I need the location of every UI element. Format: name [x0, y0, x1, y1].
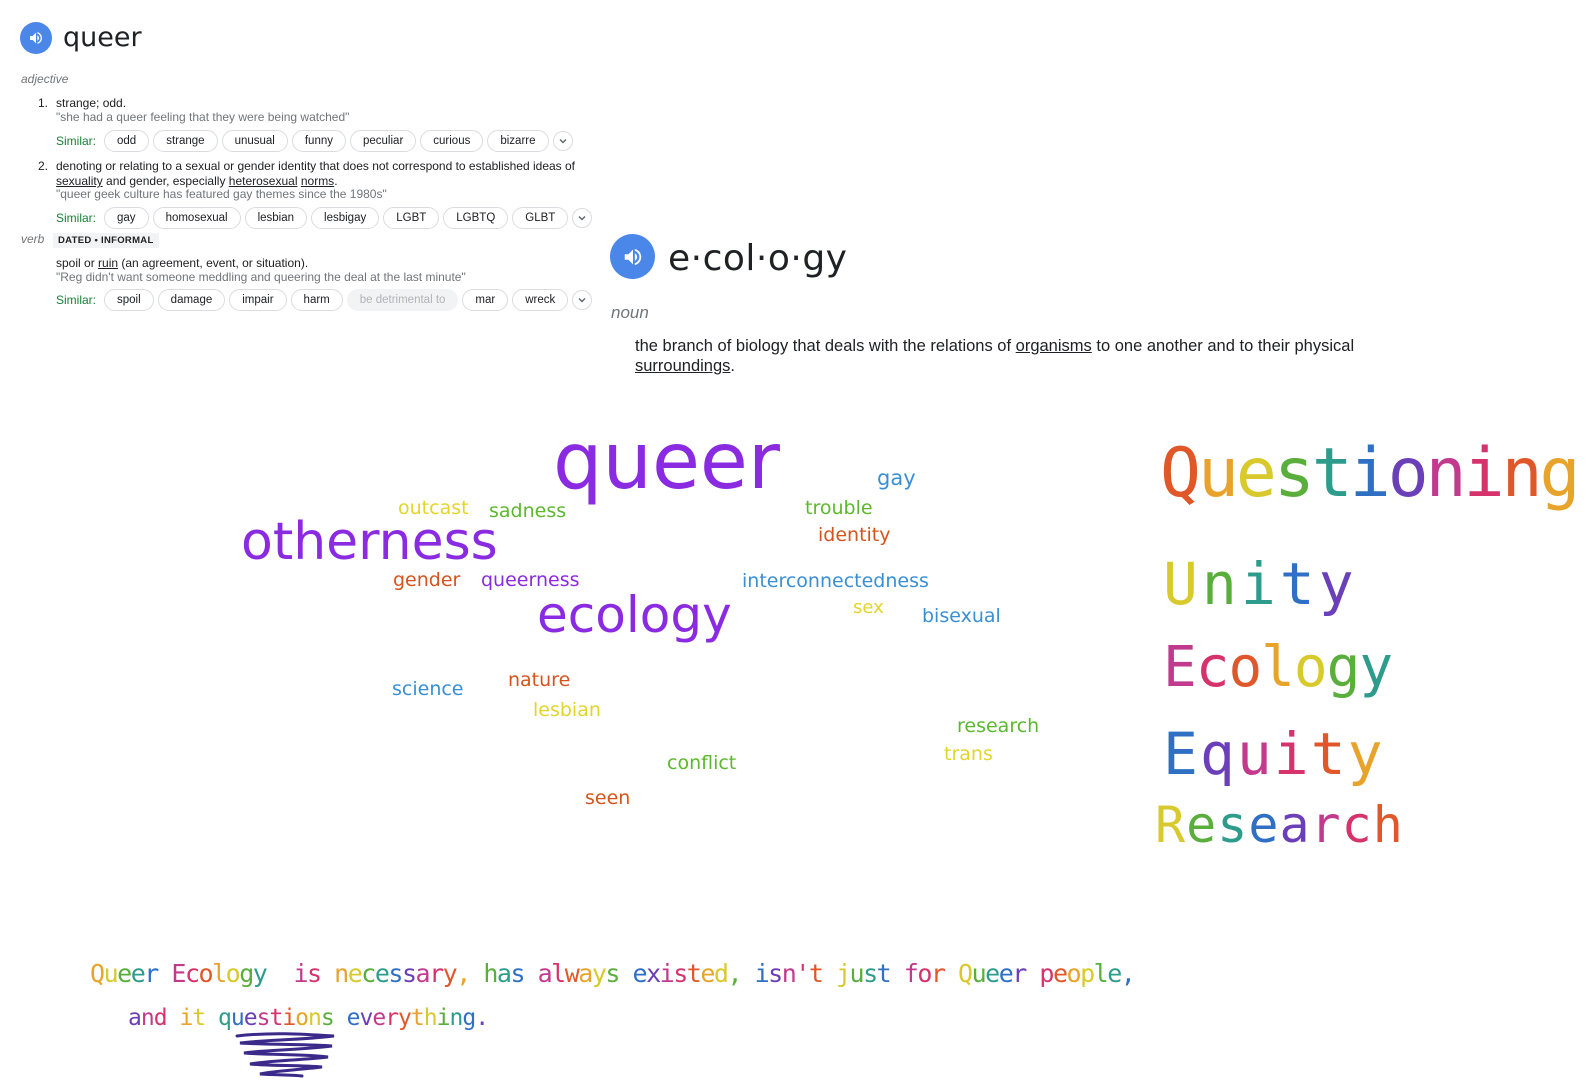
statement-emphasis: questions	[218, 1005, 335, 1031]
synonym-chip[interactable]: peculiar	[350, 130, 417, 152]
expand-synonyms-button[interactable]	[572, 290, 593, 310]
cloud-word-outcast: outcast	[398, 497, 469, 519]
acrostic-questioning: Questioning	[1160, 434, 1580, 513]
def3-example: "Reg didn't want someone meddling and qu…	[56, 270, 466, 284]
cloud-word-trouble: trouble	[805, 497, 873, 519]
chevron-down-icon	[578, 216, 586, 221]
queer-headword: queer	[63, 22, 142, 53]
chevron-down-icon	[578, 298, 586, 303]
synonym-chip[interactable]: curious	[420, 130, 484, 152]
synonym-chip[interactable]: unusual	[221, 130, 288, 152]
acrostic-unity: Unity	[1163, 550, 1358, 618]
synonym-chip[interactable]: gay	[104, 207, 149, 229]
synonym-chip[interactable]: GLBT	[512, 207, 569, 229]
def2-text: denoting or relating to a sexual or gend…	[56, 159, 576, 188]
cloud-word-lesbian: lesbian	[533, 699, 601, 721]
link-ruin[interactable]: ruin	[98, 256, 119, 270]
expand-synonyms-button[interactable]	[552, 131, 573, 151]
similar-row-1: Similar: odd strange unusual funny pecul…	[56, 130, 573, 152]
def3-text: spoil or ruin (an agreement, event, or s…	[56, 256, 309, 270]
cloud-word-queerness: queerness	[481, 569, 580, 591]
cloud-word-sex: sex	[853, 597, 884, 618]
cloud-word-conflict: conflict	[667, 752, 737, 774]
cloud-word-otherness: otherness	[241, 512, 498, 572]
pos-verb: verb	[21, 232, 45, 246]
synonym-chip[interactable]: funny	[291, 130, 346, 152]
similar-label: Similar:	[56, 211, 97, 225]
cloud-word-ecology: ecology	[537, 586, 732, 644]
statement-line-2-end: everything.	[346, 1005, 489, 1031]
link-norms[interactable]: norms	[300, 174, 335, 188]
expand-synonyms-button[interactable]	[572, 208, 593, 228]
cloud-word-interconnectedness: interconnectedness	[742, 570, 929, 592]
cloud-word-seen: seen	[585, 787, 631, 809]
synonym-chip[interactable]: LGBTQ	[443, 207, 509, 229]
synonym-chip[interactable]: mar	[462, 289, 509, 311]
speaker-icon	[624, 248, 641, 265]
synonym-chip[interactable]: bizarre	[487, 130, 549, 152]
acrostic-research: Research	[1155, 796, 1404, 854]
queer-pronounce-button[interactable]	[20, 22, 52, 54]
ecology-headword: e·col·o·gy	[668, 238, 848, 279]
synonym-chip[interactable]: strange	[153, 130, 218, 152]
def2-example: "queer geek culture has featured gay the…	[56, 187, 387, 201]
similar-row-2: Similar: gay homosexual lesbian lesbigay…	[56, 207, 593, 229]
acrostic-equity: Equity	[1163, 720, 1385, 788]
synonym-chip[interactable]: spoil	[104, 289, 154, 311]
cloud-word-research: research	[957, 715, 1040, 737]
speaker-icon	[30, 32, 42, 44]
similar-row-3: Similar: spoil damage impair harm be det…	[56, 289, 593, 311]
chevron-down-icon	[559, 139, 567, 144]
similar-label: Similar:	[56, 293, 97, 307]
cloud-word-science: science	[392, 678, 464, 700]
def2-number: 2.	[38, 159, 49, 173]
ecology-pronounce-button[interactable]	[610, 234, 655, 279]
link-sexuality[interactable]: sexuality	[56, 174, 103, 188]
synonym-chip[interactable]: odd	[104, 130, 150, 152]
ecology-pos: noun	[611, 303, 649, 322]
synonym-chip[interactable]: damage	[157, 289, 226, 311]
synonym-chip[interactable]: homosexual	[152, 207, 241, 229]
pos-adjective: adjective	[21, 72, 69, 86]
synonym-chip[interactable]: harm	[290, 289, 343, 311]
usage-tag: DATED • INFORMAL	[53, 233, 159, 248]
ecology-definition: the branch of biology that deals with th…	[635, 337, 1355, 375]
cloud-word-gender: gender	[393, 569, 461, 591]
statement-line-2: and it questions everything.	[128, 1005, 489, 1031]
cloud-word-sadness: sadness	[489, 500, 567, 522]
link-heterosexual[interactable]: heterosexual	[228, 174, 298, 188]
synonym-chip[interactable]: lesbian	[244, 207, 308, 229]
cloud-word-trans: trans	[944, 743, 993, 765]
link-organisms[interactable]: organisms	[1015, 337, 1092, 355]
cloud-word-identity: identity	[818, 524, 891, 546]
def1-number: 1.	[38, 96, 49, 110]
cloud-word-nature: nature	[508, 669, 571, 691]
statement-line-1: Queer Ecology is necessary, has always e…	[90, 959, 1136, 988]
cloud-word-queer: queer	[553, 417, 780, 507]
statement-line-2-start: and it	[128, 1005, 206, 1031]
acrostic-ecology: Ecology	[1163, 635, 1393, 700]
synonym-chip[interactable]: impair	[229, 289, 287, 311]
cloud-word-gay: gay	[877, 466, 916, 490]
synonym-chip[interactable]: lesbigay	[311, 207, 380, 229]
synonym-chip[interactable]: LGBT	[383, 207, 440, 229]
def1-example: "she had a queer feeling that they were …	[56, 110, 350, 124]
def1-text: strange; odd.	[56, 96, 127, 110]
scribble-underline	[235, 1032, 335, 1078]
synonym-chip: be detrimental to	[346, 289, 459, 311]
similar-label: Similar:	[56, 134, 97, 148]
cloud-word-bisexual: bisexual	[922, 605, 1001, 627]
synonym-chip[interactable]: wreck	[512, 289, 569, 311]
link-surroundings[interactable]: surroundings	[635, 357, 731, 375]
